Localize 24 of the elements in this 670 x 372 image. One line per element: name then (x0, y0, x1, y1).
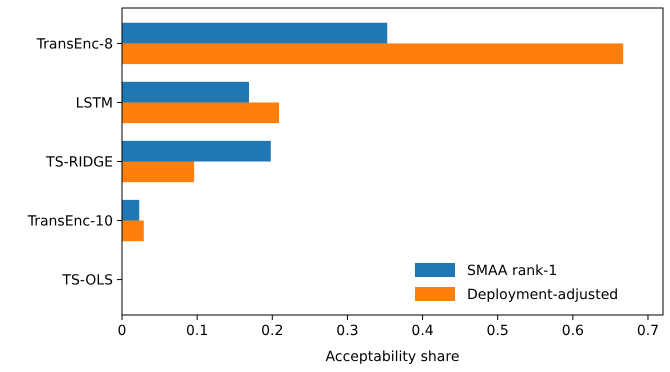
x-tick-label: 0.6 (562, 323, 584, 339)
bar (122, 140, 271, 162)
y-tick-label: TransEnc-10 (26, 214, 113, 230)
x-tick-label: 0.7 (636, 323, 660, 339)
x-tick-label: 0.4 (411, 323, 434, 339)
legend-label: SMAA rank-1 (467, 263, 558, 279)
legend-label: Deployment-adjusted (467, 287, 618, 303)
y-tick-label: TS-OLS (61, 272, 114, 289)
bar (122, 82, 249, 102)
y-tick-label: TransEnc-8 (36, 36, 113, 52)
x-tick-label: 0.2 (261, 323, 284, 339)
bar (122, 22, 388, 44)
y-tick-label: LSTM (76, 95, 113, 112)
bar (122, 220, 144, 242)
x-axis-title: Acceptability share (326, 349, 460, 365)
bar (122, 102, 280, 124)
x-tick-label: 0.5 (486, 323, 509, 339)
x-tick-label: 0.3 (336, 323, 359, 339)
x-tick-label: 0 (118, 323, 126, 339)
bar (122, 200, 140, 221)
x-tick-label: 0.1 (186, 323, 208, 339)
bar (122, 43, 624, 64)
bar (122, 162, 194, 182)
y-tick-label: TS-RIDGE (45, 154, 113, 170)
